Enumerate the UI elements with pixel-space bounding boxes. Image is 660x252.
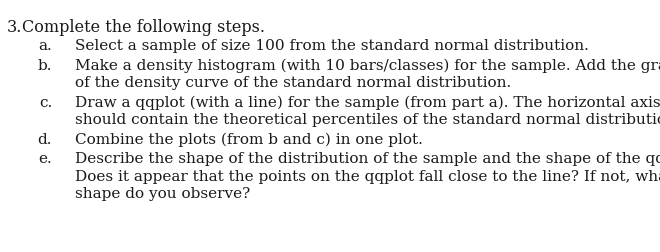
Text: of the density curve of the standard normal distribution.: of the density curve of the standard nor… [75, 76, 512, 90]
Text: Draw a qqplot (with a line) for the sample (from part a). The horizontal axis: Draw a qqplot (with a line) for the samp… [75, 96, 660, 110]
Text: c.: c. [39, 96, 52, 110]
Text: shape do you observe?: shape do you observe? [75, 187, 250, 201]
Text: Combine the plots (from b and c) in one plot.: Combine the plots (from b and c) in one … [75, 133, 423, 147]
Text: b.: b. [38, 59, 52, 73]
Text: Describe the shape of the distribution of the sample and the shape of the qq plo: Describe the shape of the distribution o… [75, 152, 660, 166]
Text: should contain the theoretical percentiles of the standard normal distribution.: should contain the theoretical percentil… [75, 113, 660, 127]
Text: Select a sample of size 100 from the standard normal distribution.: Select a sample of size 100 from the sta… [75, 39, 589, 53]
Text: Does it appear that the points on the qqplot fall close to the line? If not, wha: Does it appear that the points on the qq… [75, 170, 660, 184]
Text: Complete the following steps.: Complete the following steps. [22, 19, 265, 36]
Text: e.: e. [38, 152, 52, 166]
Text: 3.: 3. [7, 19, 22, 36]
Text: Make a density histogram (with 10 bars/classes) for the sample. Add the graph: Make a density histogram (with 10 bars/c… [75, 59, 660, 73]
Text: d.: d. [38, 133, 52, 147]
Text: a.: a. [38, 39, 52, 53]
